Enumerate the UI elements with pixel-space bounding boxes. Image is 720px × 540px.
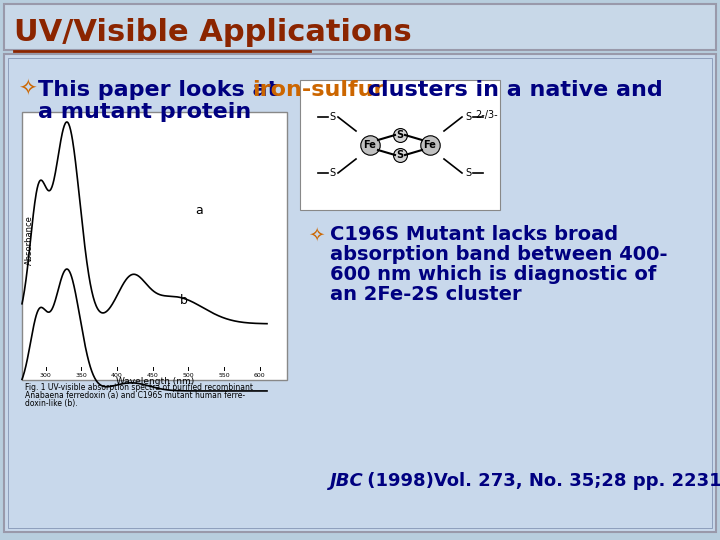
Text: b: b: [180, 294, 188, 307]
Text: clusters in a native and: clusters in a native and: [360, 80, 662, 100]
Text: 300: 300: [40, 373, 51, 378]
FancyBboxPatch shape: [4, 54, 716, 532]
Text: This paper looks at: This paper looks at: [38, 80, 286, 100]
Text: Fe: Fe: [423, 140, 436, 150]
Text: S: S: [397, 150, 404, 160]
Text: ✧: ✧: [18, 80, 37, 100]
Text: UV/Visible Applications: UV/Visible Applications: [14, 18, 412, 47]
Text: 350: 350: [76, 373, 87, 378]
FancyBboxPatch shape: [4, 4, 716, 50]
Text: an 2Fe-2S cluster: an 2Fe-2S cluster: [330, 285, 521, 304]
Text: S: S: [465, 112, 471, 122]
Text: (1998)Vol. 273, No. 35;28 pp. 22311–22316: (1998)Vol. 273, No. 35;28 pp. 22311–2231…: [361, 472, 720, 490]
Text: 450: 450: [147, 373, 158, 378]
Text: JBC: JBC: [330, 472, 364, 490]
Text: S: S: [330, 112, 336, 122]
Text: 600 nm which is diagnostic of: 600 nm which is diagnostic of: [330, 265, 657, 284]
Text: a mutant protein: a mutant protein: [38, 102, 251, 122]
Text: S: S: [330, 168, 336, 178]
Text: absorption band between 400-: absorption band between 400-: [330, 245, 667, 264]
Text: S: S: [465, 168, 471, 178]
Text: a: a: [195, 204, 203, 217]
Text: iron-sulfur: iron-sulfur: [252, 80, 384, 100]
Text: 550: 550: [218, 373, 230, 378]
FancyBboxPatch shape: [300, 80, 500, 210]
Text: Fig. 1 UV-visible absorption spectra of purified recombinant: Fig. 1 UV-visible absorption spectra of …: [25, 383, 253, 392]
Text: 400: 400: [111, 373, 123, 378]
Text: ✧: ✧: [308, 225, 325, 244]
Text: 500: 500: [183, 373, 194, 378]
Text: 2-/3-: 2-/3-: [475, 110, 498, 120]
Text: Anabaena ferredoxin (a) and C196S mutant human ferre-: Anabaena ferredoxin (a) and C196S mutant…: [25, 391, 245, 400]
Text: 600: 600: [254, 373, 266, 378]
Text: Absorbance: Absorbance: [25, 215, 34, 265]
Text: doxin-like (b).: doxin-like (b).: [25, 399, 78, 408]
Text: S: S: [397, 130, 404, 140]
FancyBboxPatch shape: [22, 112, 287, 380]
Text: Wavelength (nm): Wavelength (nm): [116, 377, 194, 386]
Text: Fe: Fe: [364, 140, 377, 150]
Text: C196S Mutant lacks broad: C196S Mutant lacks broad: [330, 225, 618, 244]
